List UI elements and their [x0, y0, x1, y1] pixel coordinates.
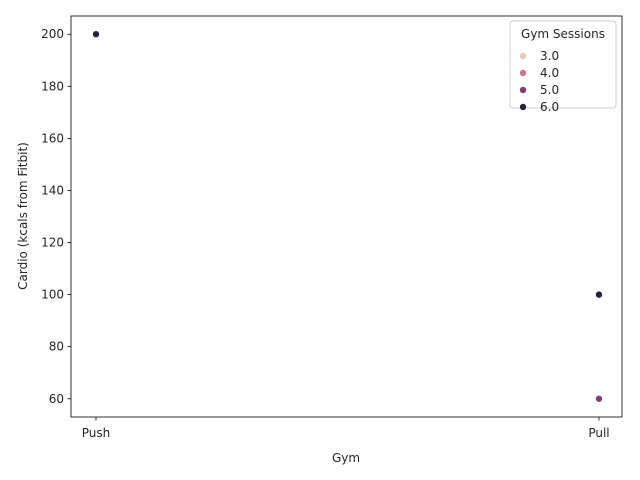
x-tick-label: Push: [82, 426, 111, 440]
data-point: [595, 290, 603, 299]
data-point: [595, 394, 603, 403]
legend-entry-label: 6.0: [540, 100, 559, 114]
y-axis-ticks: 60 80 100 120 140 160 180 200: [41, 27, 71, 406]
legend-title: Gym Sessions: [521, 27, 605, 41]
y-tick-label: 80: [49, 340, 64, 354]
plot-frame: [70, 15, 623, 418]
legend-box: [509, 20, 617, 109]
plot-area: [70, 15, 623, 418]
y-tick-label: 120: [41, 236, 64, 250]
y-tick-label: 160: [41, 131, 64, 145]
x-axis-ticks: Push Pull: [82, 417, 610, 440]
y-tick-label: 140: [41, 183, 64, 197]
legend-marker: [519, 103, 527, 111]
data-point: [92, 30, 100, 39]
data-points: [92, 30, 603, 403]
y-tick-label: 100: [41, 288, 64, 302]
legend: Gym Sessions 3.0 4.0 5.0 6.0: [509, 20, 617, 114]
x-tick-label: Pull: [588, 426, 609, 440]
y-tick-label: 60: [49, 392, 64, 406]
legend-entry-label: 4.0: [540, 66, 559, 80]
legend-marker: [519, 52, 527, 60]
y-tick-label: 180: [41, 79, 64, 93]
y-axis-label: Cardio (kcals from Fitbit): [16, 142, 30, 290]
x-axis-label: Gym: [332, 451, 360, 465]
legend-marker: [519, 69, 527, 77]
legend-entry-label: 3.0: [540, 49, 559, 63]
legend-marker: [519, 86, 527, 94]
legend-entry-label: 5.0: [540, 83, 559, 97]
y-tick-label: 200: [41, 27, 64, 41]
